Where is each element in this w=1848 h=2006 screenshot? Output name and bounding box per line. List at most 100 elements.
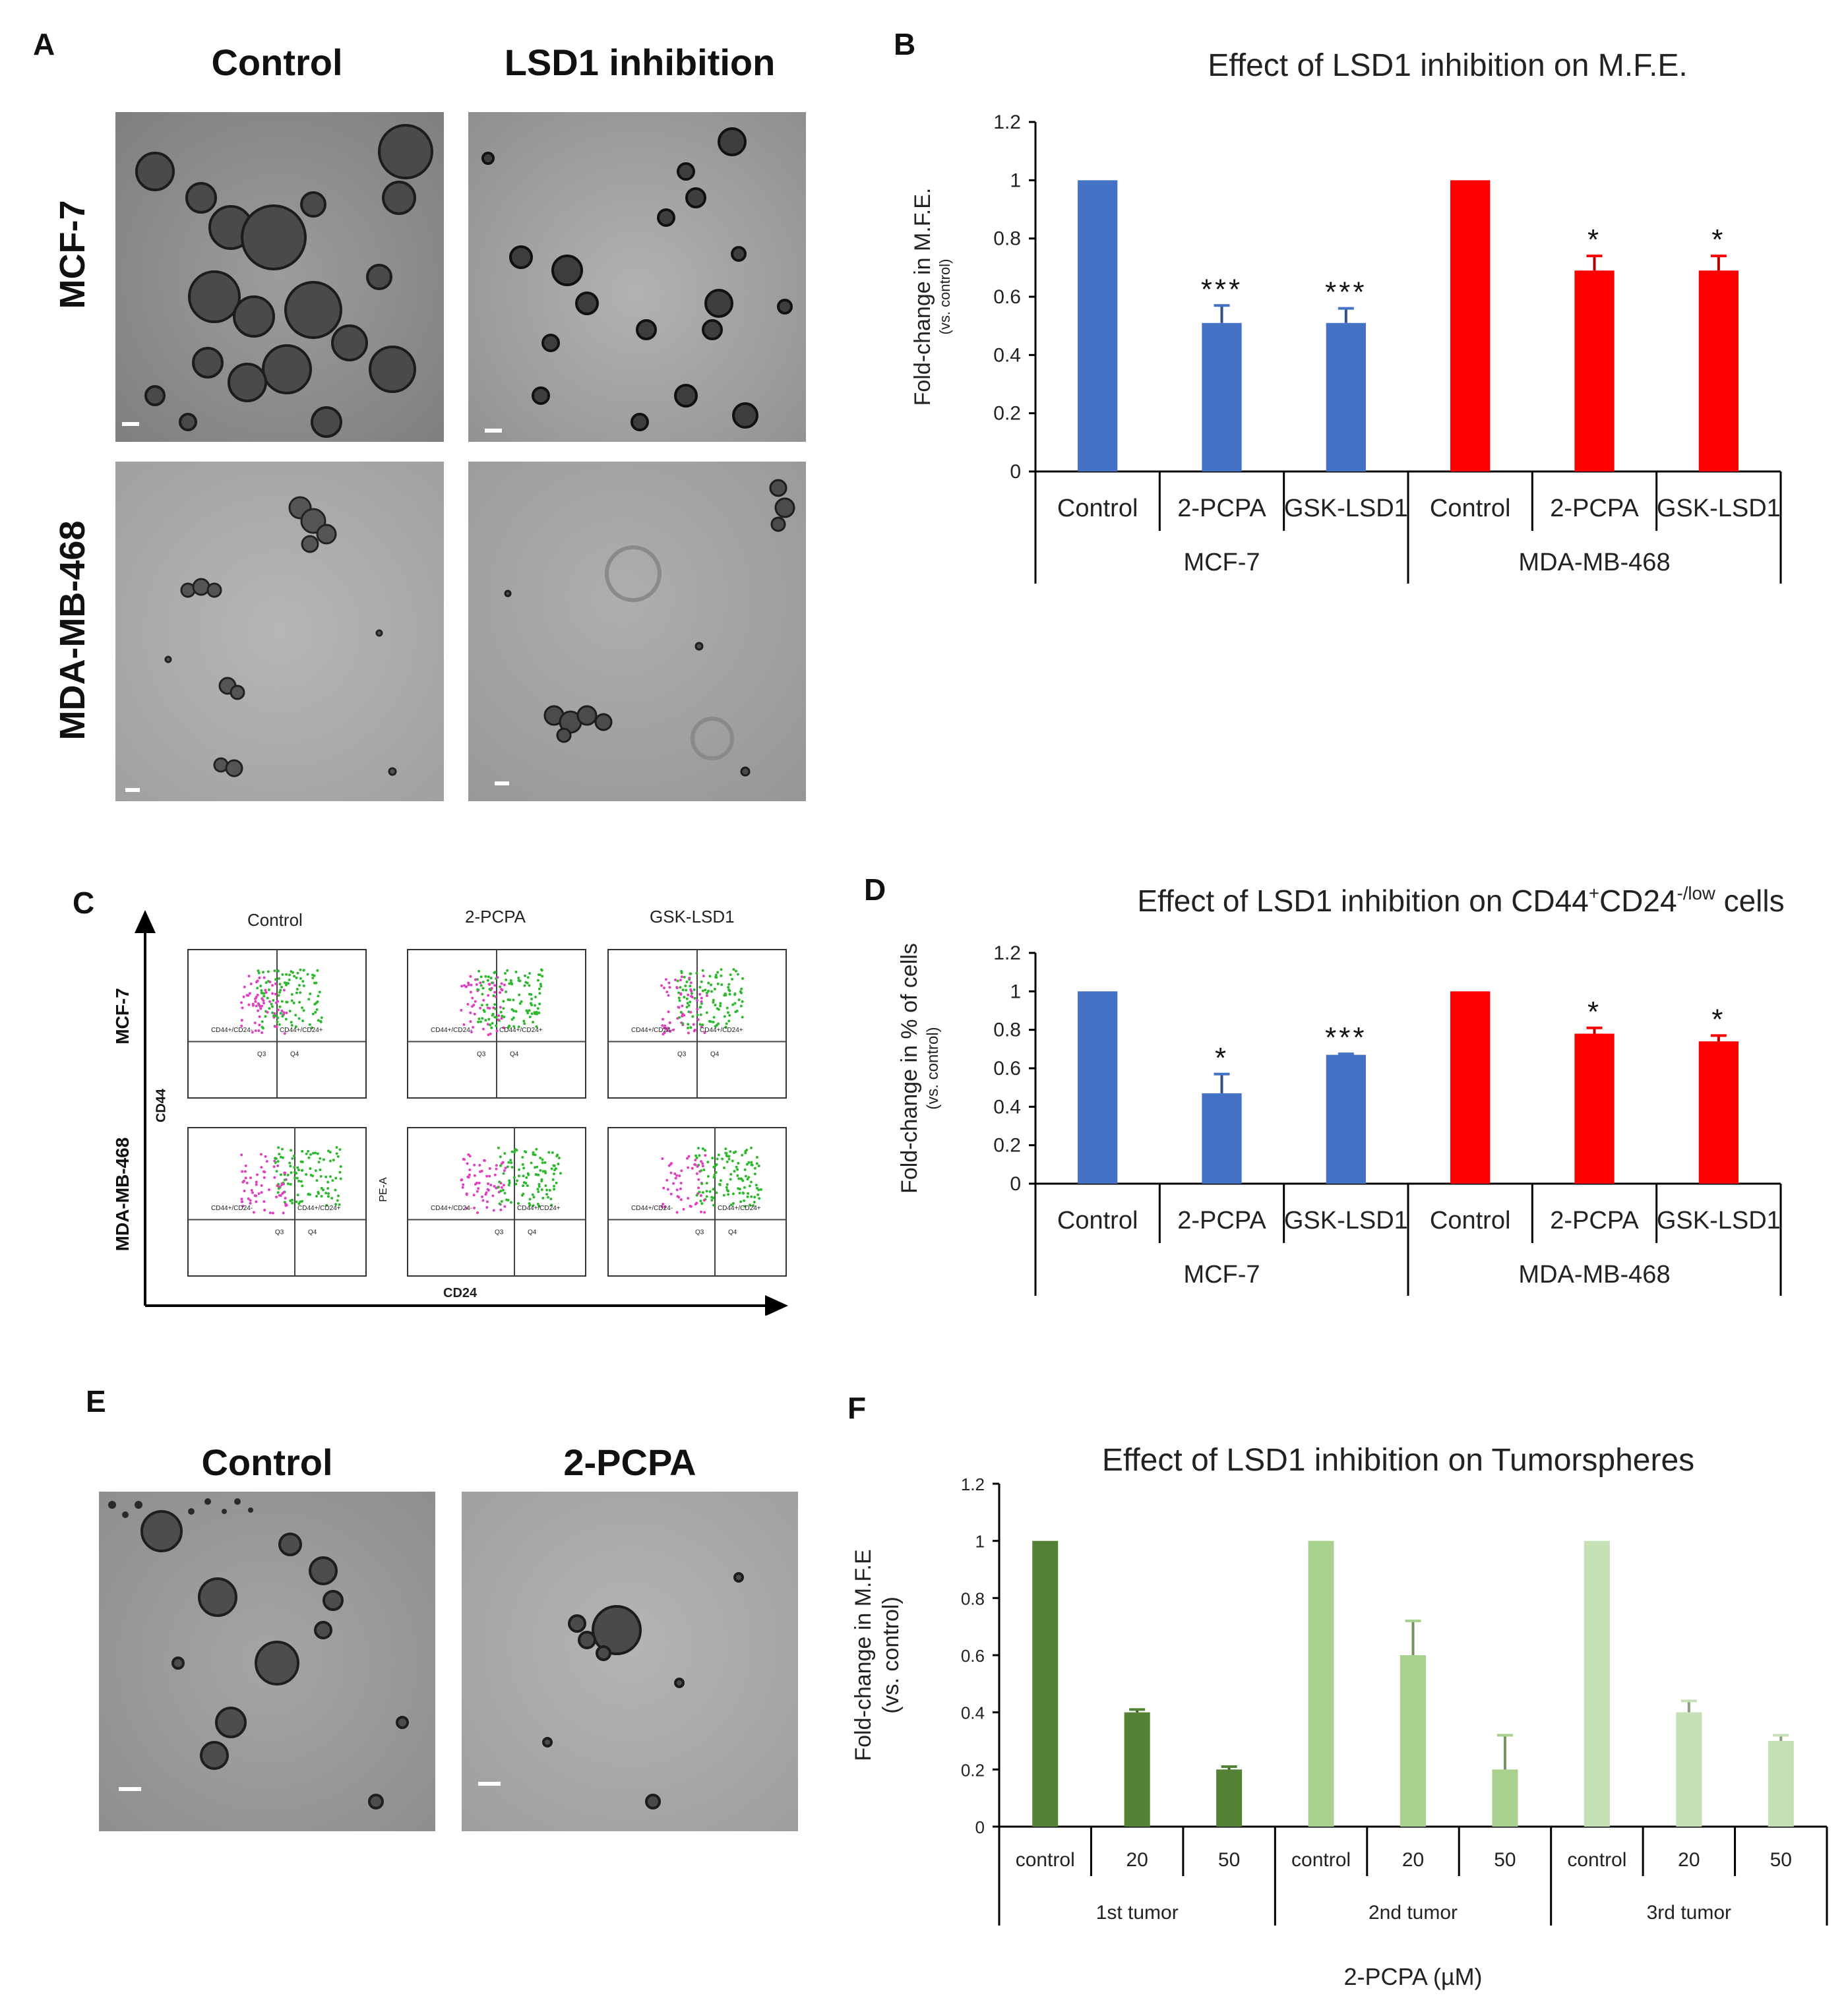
flow-event-dot xyxy=(257,1029,261,1033)
flow-event-dot xyxy=(508,998,511,1002)
flow-event-dot xyxy=(493,1173,497,1176)
flow-event-dot xyxy=(702,1169,706,1172)
flow-event-dot xyxy=(264,991,268,994)
flow-event-dot xyxy=(539,985,543,988)
flow-event-dot xyxy=(534,995,537,998)
flow-event-dot xyxy=(509,1201,512,1204)
flow-event-dot xyxy=(541,1158,544,1161)
flow-event-dot xyxy=(678,999,681,1002)
panel-a-col-title-lsd1: LSD1 inhibition xyxy=(504,42,776,83)
flow-event-dot xyxy=(290,992,293,996)
chart-f-tumorspheres: Effect of LSD1 inhibition on Tumorsphere… xyxy=(851,1443,1828,1990)
y-tick-label: 0.4 xyxy=(961,1703,985,1723)
flow-event-dot xyxy=(301,1006,304,1010)
flow-event-dot xyxy=(698,1190,701,1194)
flow-event-dot xyxy=(288,1161,292,1165)
flow-event-dot xyxy=(532,1021,535,1024)
flow-event-dot xyxy=(296,1166,299,1169)
flow-event-dot xyxy=(293,1170,297,1174)
flow-event-dot xyxy=(720,983,724,987)
flow-event-dot xyxy=(297,1017,301,1020)
flow-event-dot xyxy=(516,1179,519,1182)
flow-event-dot xyxy=(676,1195,679,1198)
bar-control-6 xyxy=(1584,1540,1610,1827)
flow-event-dot xyxy=(301,1184,304,1188)
flow-event-dot xyxy=(731,1202,735,1205)
x-category-label: Control xyxy=(1430,1207,1511,1234)
flow-event-dot xyxy=(483,1010,486,1013)
flow-event-dot xyxy=(534,1004,537,1007)
flow-event-dot xyxy=(286,1173,290,1176)
flow-event-dot xyxy=(758,1197,761,1200)
flow-event-dot xyxy=(491,1194,495,1198)
flow-event-dot xyxy=(698,1154,701,1157)
flow-event-dot xyxy=(262,971,265,974)
flow-event-dot xyxy=(487,1018,491,1021)
significance-marker: * xyxy=(1711,1003,1725,1035)
flow-event-dot xyxy=(507,1184,510,1187)
flow-event-dot xyxy=(694,1203,697,1206)
flow-event-dot xyxy=(743,1186,746,1189)
flow-event-dot xyxy=(740,991,743,994)
flow-event-dot xyxy=(687,1155,691,1158)
gate-label-q1: CD44+/CD24- xyxy=(631,1027,673,1034)
flow-event-dot xyxy=(701,1165,704,1168)
flow-event-dot xyxy=(679,1182,683,1185)
flow-event-dot xyxy=(727,1157,731,1161)
flow-event-dot xyxy=(264,1155,267,1158)
flow-event-dot xyxy=(663,1027,666,1030)
flow-event-dot xyxy=(310,1026,313,1029)
flow-event-dot xyxy=(499,1155,502,1159)
flow-event-dot xyxy=(695,1156,698,1159)
flow-event-dot xyxy=(514,1182,518,1186)
micrograph-mcf7-lsd1 xyxy=(468,112,806,442)
flow-event-dot xyxy=(288,973,292,977)
flow-event-dot xyxy=(701,1162,704,1165)
flow-event-dot xyxy=(339,1165,342,1169)
flow-event-dot xyxy=(268,1211,272,1215)
flow-event-dot xyxy=(725,1183,729,1186)
flow-event-dot xyxy=(543,1161,547,1165)
gate-label-q4: Q4 xyxy=(290,1051,299,1058)
flow-event-dot xyxy=(276,1020,279,1023)
flow-event-dot xyxy=(536,1165,539,1169)
significance-marker: *** xyxy=(1325,276,1367,309)
flow-event-dot xyxy=(240,1001,243,1004)
flow-event-dot xyxy=(471,996,474,1000)
flow-event-dot xyxy=(499,1208,503,1211)
flow-event-dot xyxy=(259,1153,262,1156)
flow-event-dot xyxy=(240,1019,243,1022)
flow-event-dot xyxy=(724,993,727,996)
flow-event-dot xyxy=(305,1152,308,1155)
flow-event-dot xyxy=(299,977,302,980)
flow-event-dot xyxy=(727,1019,731,1023)
flow-event-dot xyxy=(309,1153,313,1156)
flow-event-dot xyxy=(727,983,731,986)
flow-event-dot xyxy=(291,1201,294,1205)
flow-event-dot xyxy=(479,975,483,979)
flow-event-dot xyxy=(277,1146,280,1149)
flow-event-dot xyxy=(499,1190,503,1193)
flow-event-dot xyxy=(473,1012,476,1016)
chart-title-part: cells xyxy=(1715,884,1785,918)
flow-event-dot xyxy=(736,1174,739,1177)
flow-event-dot xyxy=(477,1017,481,1020)
flow-event-dot xyxy=(732,968,735,971)
flow-event-dot xyxy=(466,1162,469,1165)
flow-event-dot xyxy=(307,1149,310,1153)
flow-event-dot xyxy=(513,1151,516,1154)
flow-event-dot xyxy=(262,999,265,1002)
flow-event-dot xyxy=(714,975,718,979)
flow-event-dot xyxy=(297,1179,301,1182)
bar-50-2 xyxy=(1216,1769,1243,1827)
flow-event-dot xyxy=(550,1167,553,1170)
flow-event-dot xyxy=(258,976,261,979)
flow-event-dot xyxy=(554,1167,557,1170)
flow-event-dot xyxy=(244,1164,247,1167)
flow-event-dot xyxy=(306,973,309,976)
flow-event-dot xyxy=(724,1151,727,1155)
flow-event-dot xyxy=(264,1015,267,1018)
flow-event-dot xyxy=(708,1190,712,1194)
flow-event-dot xyxy=(696,1008,699,1011)
flow-event-dot xyxy=(465,1207,468,1210)
